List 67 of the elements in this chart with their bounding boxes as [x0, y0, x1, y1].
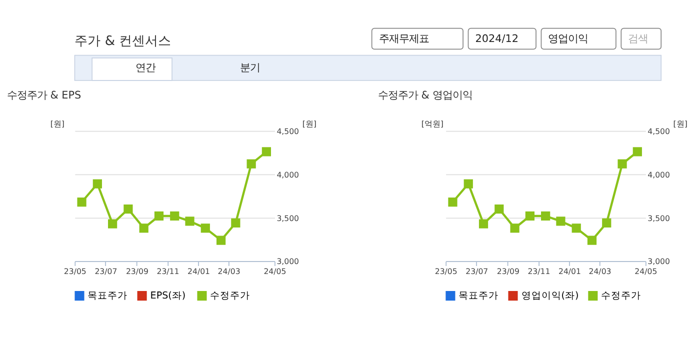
- point: [602, 218, 612, 228]
- text: 주가 & 컨센서스: [74, 34, 172, 49]
- legend-label: 수정주가: [210, 290, 250, 302]
- text: 2024/12: [475, 33, 518, 46]
- x-tick-label: 23/07: [94, 266, 118, 276]
- x-tick-label: 24/03: [588, 266, 612, 276]
- y2-tick-label: 4,500: [648, 126, 670, 136]
- x-tick-label: 23/09: [126, 266, 148, 276]
- point: [494, 204, 504, 214]
- y2-tick-label: 3,500: [648, 214, 670, 223]
- x-tick-label: 23/11: [528, 266, 550, 276]
- point: [216, 236, 226, 245]
- point: [246, 159, 256, 168]
- chart-title: 수정주가 & EPS: [6, 90, 82, 102]
- point: [448, 198, 458, 207]
- point: [77, 198, 86, 207]
- point: [556, 216, 566, 226]
- x-tick-label: 23/07: [466, 266, 488, 276]
- point: [541, 211, 550, 221]
- x-tick-label: 23/09: [496, 266, 520, 276]
- x-tick-label: 23/05: [434, 266, 458, 276]
- point: [92, 179, 102, 188]
- text: 주재무제표: [378, 33, 429, 46]
- point: [185, 216, 194, 226]
- point: [108, 219, 118, 228]
- x-tick-label: 24/01: [188, 266, 210, 276]
- point: [154, 211, 164, 221]
- chart-title: 수정주가 & 영업이익: [378, 90, 473, 102]
- point: [170, 211, 180, 221]
- y2-axis-title: [원]: [673, 120, 688, 129]
- point: [587, 236, 597, 245]
- text: 분기: [240, 62, 260, 74]
- text: 검색: [628, 33, 648, 46]
- point: [231, 218, 240, 228]
- x-tick-label: 24/05: [634, 266, 658, 276]
- y2-tick-label: 3,500: [276, 214, 300, 223]
- y2-tick-label: 3,000: [276, 257, 300, 266]
- y-axis-title: [원]: [50, 120, 64, 129]
- point: [464, 179, 473, 188]
- point: [262, 147, 272, 156]
- point: [139, 224, 148, 233]
- point: [200, 224, 210, 233]
- point: [478, 219, 488, 228]
- legend-label: 목표주가: [88, 290, 128, 302]
- y2-axis-title: [원]: [302, 120, 316, 129]
- legend-label: 영업이익(좌): [521, 290, 579, 302]
- x-tick-label: 23/11: [156, 266, 180, 276]
- x-tick-label: 24/01: [558, 266, 581, 276]
- legend-label: 수정주가: [601, 290, 642, 302]
- x-tick-label: 24/05: [264, 266, 286, 276]
- x-tick-label: 24/03: [218, 266, 240, 276]
- legend-label: 목표주가: [458, 290, 499, 302]
- x-tick-label: 23/05: [64, 266, 86, 276]
- point: [632, 147, 642, 156]
- point: [124, 204, 133, 214]
- text: 영업이익: [548, 33, 588, 46]
- point: [618, 159, 627, 168]
- legend-label: EPS(좌): [150, 290, 186, 302]
- y2-tick-label: 4,500: [276, 126, 300, 136]
- y2-tick-label: 4,000: [276, 170, 300, 180]
- y2-tick-label: 4,000: [648, 170, 670, 180]
- y-axis-title: [억원]: [421, 120, 444, 129]
- point: [525, 211, 534, 221]
- point: [572, 224, 581, 233]
- point: [510, 224, 520, 233]
- text: 연간: [136, 62, 156, 74]
- y2-tick-label: 3,000: [648, 257, 670, 266]
